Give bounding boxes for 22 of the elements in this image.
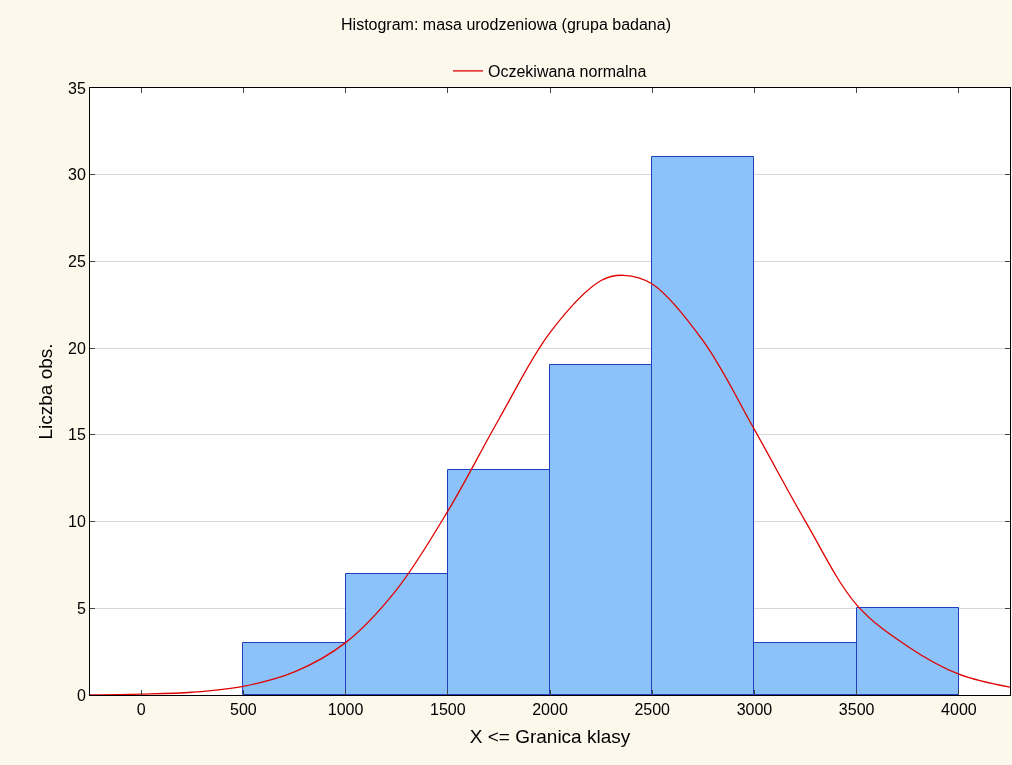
y-tick-label: 10 — [68, 513, 86, 531]
x-tick-label: 1500 — [429, 701, 466, 719]
x-tick-label: 2000 — [532, 701, 568, 719]
y-tick-label: 25 — [68, 253, 86, 271]
x-tick-label: 3000 — [736, 701, 773, 719]
x-axis-title: X <= Granica klasy — [469, 726, 631, 747]
legend-label: Oczekiwana normalna — [488, 63, 647, 81]
line-series — [90, 274, 1010, 695]
y-tick-label: 35 — [68, 79, 86, 97]
x-tick-label: 4000 — [941, 701, 977, 719]
chart-title: Histogram: masa urodzeniowa (grupa badana) — [341, 16, 671, 34]
y-tick-label: 15 — [68, 426, 86, 444]
x-tick-label: 0 — [136, 701, 146, 719]
x-tick-label: 2500 — [634, 701, 671, 719]
y-tick-label: 20 — [68, 339, 86, 357]
x-tick-label: 3500 — [838, 701, 875, 719]
y-tick-label: 5 — [76, 599, 86, 617]
y-axis-title: Liczba obs. — [34, 343, 56, 440]
y-tick-label: 0 — [76, 686, 86, 704]
y-tick-label: 30 — [68, 166, 86, 184]
x-tick-label: 500 — [229, 701, 257, 719]
x-tick-label: 1000 — [327, 701, 364, 719]
